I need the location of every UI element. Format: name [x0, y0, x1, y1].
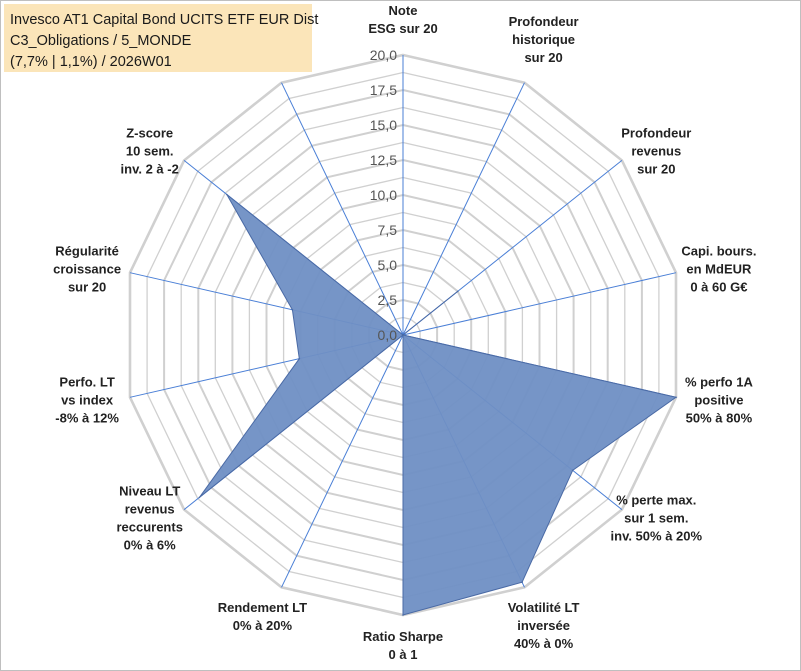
- tick-label: 7,5: [378, 222, 398, 238]
- tick-label: 20,0: [370, 47, 397, 63]
- axis-label-line: revenus: [631, 144, 681, 159]
- axis-label: % perte max. sur 1 sem. inv. 50% à 20%: [611, 492, 703, 543]
- series-point: [571, 469, 574, 472]
- axis-label-line: 50% à 80%: [686, 410, 753, 425]
- axis-label-line: Capi. bours.: [681, 244, 756, 259]
- axis-label: Z-score 10 sem. inv. 2 à -2: [121, 126, 179, 177]
- title-line-2: C3_Obligations / 5_MONDE: [10, 33, 192, 49]
- axis-label-line: reccurents: [116, 519, 182, 534]
- spoke-line: [402, 82, 525, 336]
- axis-label-line: 0% à 20%: [233, 618, 293, 633]
- tick-label: 17,5: [370, 82, 397, 98]
- title-line-3: (7,7% | 1,1%) / 2026W01: [10, 54, 172, 70]
- axis-label-line: Ratio Sharpe: [363, 629, 443, 644]
- tick-label: 2,5: [378, 292, 398, 308]
- axis-label-line: historique: [512, 32, 575, 47]
- axis-label-line: croissance: [53, 262, 121, 277]
- axis-label-line: Volatilité LT: [508, 600, 580, 615]
- series-point: [456, 290, 459, 293]
- axis-label: Rendement LT 0% à 20%: [218, 600, 307, 633]
- axis-label-line: inv. 50% à 20%: [611, 528, 703, 543]
- axis-label-line: -8% à 12%: [55, 410, 119, 425]
- axis-label-line: Profondeur: [621, 126, 691, 141]
- axis-label-line: Z-score: [126, 126, 173, 141]
- axis-label: Profondeur revenus sur 20: [621, 126, 691, 177]
- axis-label-line: % perte max.: [616, 492, 696, 507]
- tick-label: 0,0: [378, 327, 398, 343]
- tick-label: 12,5: [370, 152, 397, 168]
- axis-label-line: 40% à 0%: [514, 636, 574, 651]
- axis-label-line: Perfo. LT: [59, 374, 114, 389]
- series-point: [402, 614, 404, 616]
- axis-label-line: Rendement LT: [218, 600, 307, 615]
- axis-label: Capi. bours. en MdEUR 0 à 60 G€: [681, 244, 756, 295]
- axis-label-line: 10 sem.: [126, 144, 174, 159]
- series-point: [675, 396, 677, 399]
- axis-label: % perfo 1A positive 50% à 80%: [685, 374, 754, 425]
- axis-label-line: sur 1 sem.: [624, 510, 688, 525]
- axis-label: Régularité croissance sur 20: [53, 244, 121, 295]
- axis-label-line: 0% à 6%: [124, 537, 176, 552]
- axis-label-line: Niveau LT: [119, 483, 180, 498]
- title-line-1: Invesco AT1 Capital Bond UCITS ETF EUR D…: [10, 12, 319, 28]
- axis-label: Niveau LT revenus reccurents 0% à 6%: [116, 483, 182, 552]
- chart-title-box: Invesco AT1 Capital Bond UCITS ETF EUR D…: [4, 4, 319, 72]
- axis-label-line: vs index: [61, 392, 114, 407]
- axis-label-line: % perfo 1A: [685, 374, 754, 389]
- spoke-line: [402, 272, 677, 336]
- series-point: [402, 334, 404, 336]
- axis-label: Profondeur historique sur 20: [509, 14, 579, 65]
- spoke-line: [281, 334, 404, 588]
- axis-label-line: inversée: [517, 618, 570, 633]
- axis-label-line: inv. 2 à -2: [121, 162, 179, 177]
- axis-label: Perfo. LT vs index -8% à 12%: [55, 374, 119, 425]
- tick-label: 5,0: [378, 257, 398, 273]
- axis-label-line: sur 20: [524, 50, 562, 65]
- axis-label: Note ESG sur 20: [368, 3, 437, 36]
- axis-label-line: 0 à 60 G€: [690, 280, 747, 295]
- axis-label-line: en MdEUR: [686, 262, 752, 277]
- axis-label-line: sur 20: [637, 162, 675, 177]
- series-area: [198, 194, 678, 616]
- axis-label-line: ESG sur 20: [368, 21, 437, 36]
- tick-label: 10,0: [370, 187, 397, 203]
- axis-label-line: Note: [389, 3, 418, 18]
- series-point: [198, 496, 201, 499]
- axis-label: Volatilité LT inversée 40% à 0%: [508, 600, 580, 651]
- axis-label: Ratio Sharpe 0 à 1: [363, 629, 443, 662]
- series-point: [226, 193, 228, 196]
- tick-label: 15,0: [370, 117, 397, 133]
- axis-label-line: revenus: [125, 501, 175, 516]
- spoke-line: [281, 82, 404, 336]
- radar-tick-labels: 0,0 2,5 5,0 7,5 10,0 12,5 15,0 17,5 20,0: [370, 47, 397, 343]
- series-point: [298, 357, 301, 360]
- axis-label-line: 0 à 1: [389, 647, 418, 662]
- series-point: [291, 309, 294, 311]
- axis-label-line: sur 20: [68, 280, 106, 295]
- axis-label-line: positive: [694, 392, 743, 407]
- radar-series: [198, 193, 678, 616]
- axis-label-line: Profondeur: [509, 14, 579, 29]
- series-point: [521, 581, 523, 583]
- axis-label-line: Régularité: [55, 244, 119, 259]
